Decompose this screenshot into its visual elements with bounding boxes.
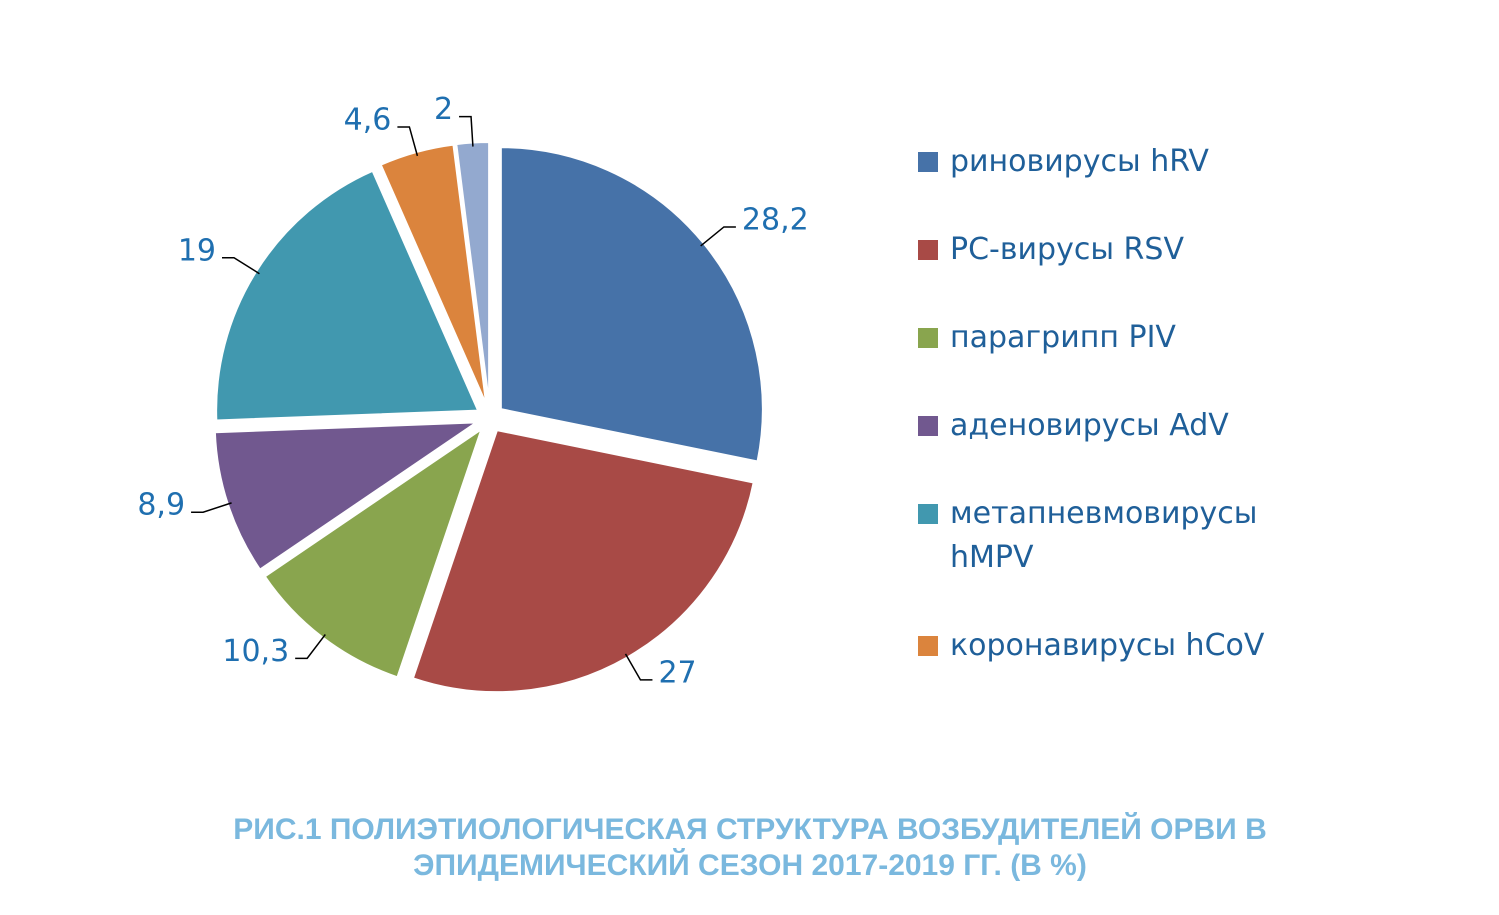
leader-line (397, 126, 419, 157)
legend-label: метапневмовирусы hMPV (950, 496, 1258, 575)
legend-item: риновирусы hRV (918, 140, 1298, 184)
leader-line (624, 653, 653, 681)
legend-item: аденовирусы AdV (918, 404, 1298, 448)
leader-line (191, 502, 232, 513)
data-label: 19 (178, 233, 216, 268)
legend-swatch (918, 328, 938, 348)
legend-swatch (918, 636, 938, 656)
legend-label: коронавирусы hCoV (950, 628, 1265, 663)
leader-line (459, 115, 474, 147)
pie-slice (499, 146, 764, 463)
legend-label: аденовирусы AdV (950, 408, 1229, 443)
legend-label: риновирусы hRV (950, 144, 1209, 179)
data-label: 28,2 (742, 202, 809, 237)
legend: риновирусы hRV РС-вирусы RSV парагрипп PIV… (918, 140, 1298, 668)
data-label: 10,3 (222, 634, 289, 669)
legend-swatch (918, 240, 938, 260)
legend-label: РС-вирусы RSV (950, 232, 1184, 267)
legend-swatch (918, 416, 938, 436)
data-label: 27 (658, 655, 696, 690)
data-label: 2 (434, 92, 453, 127)
legend-item: коронавирусы hCoV (918, 624, 1298, 668)
chart-title: РИС.1 ПОЛИЭТИОЛОГИЧЕСКАЯ СТРУКТУРА ВОЗБУ… (233, 813, 1267, 882)
leader-line (295, 634, 326, 660)
data-label: 4,6 (344, 102, 392, 137)
leader-line (222, 257, 260, 275)
data-label: 8,9 (137, 488, 185, 523)
legend-item: РС-вирусы RSV (918, 228, 1298, 272)
legend-swatch (918, 504, 938, 524)
legend-swatch (918, 152, 938, 172)
legend-item: метапневмовирусы hMPV (918, 492, 1298, 580)
legend-label: парагрипп PIV (950, 320, 1176, 355)
leader-line (700, 226, 736, 247)
legend-item: парагрипп PIV (918, 316, 1298, 360)
